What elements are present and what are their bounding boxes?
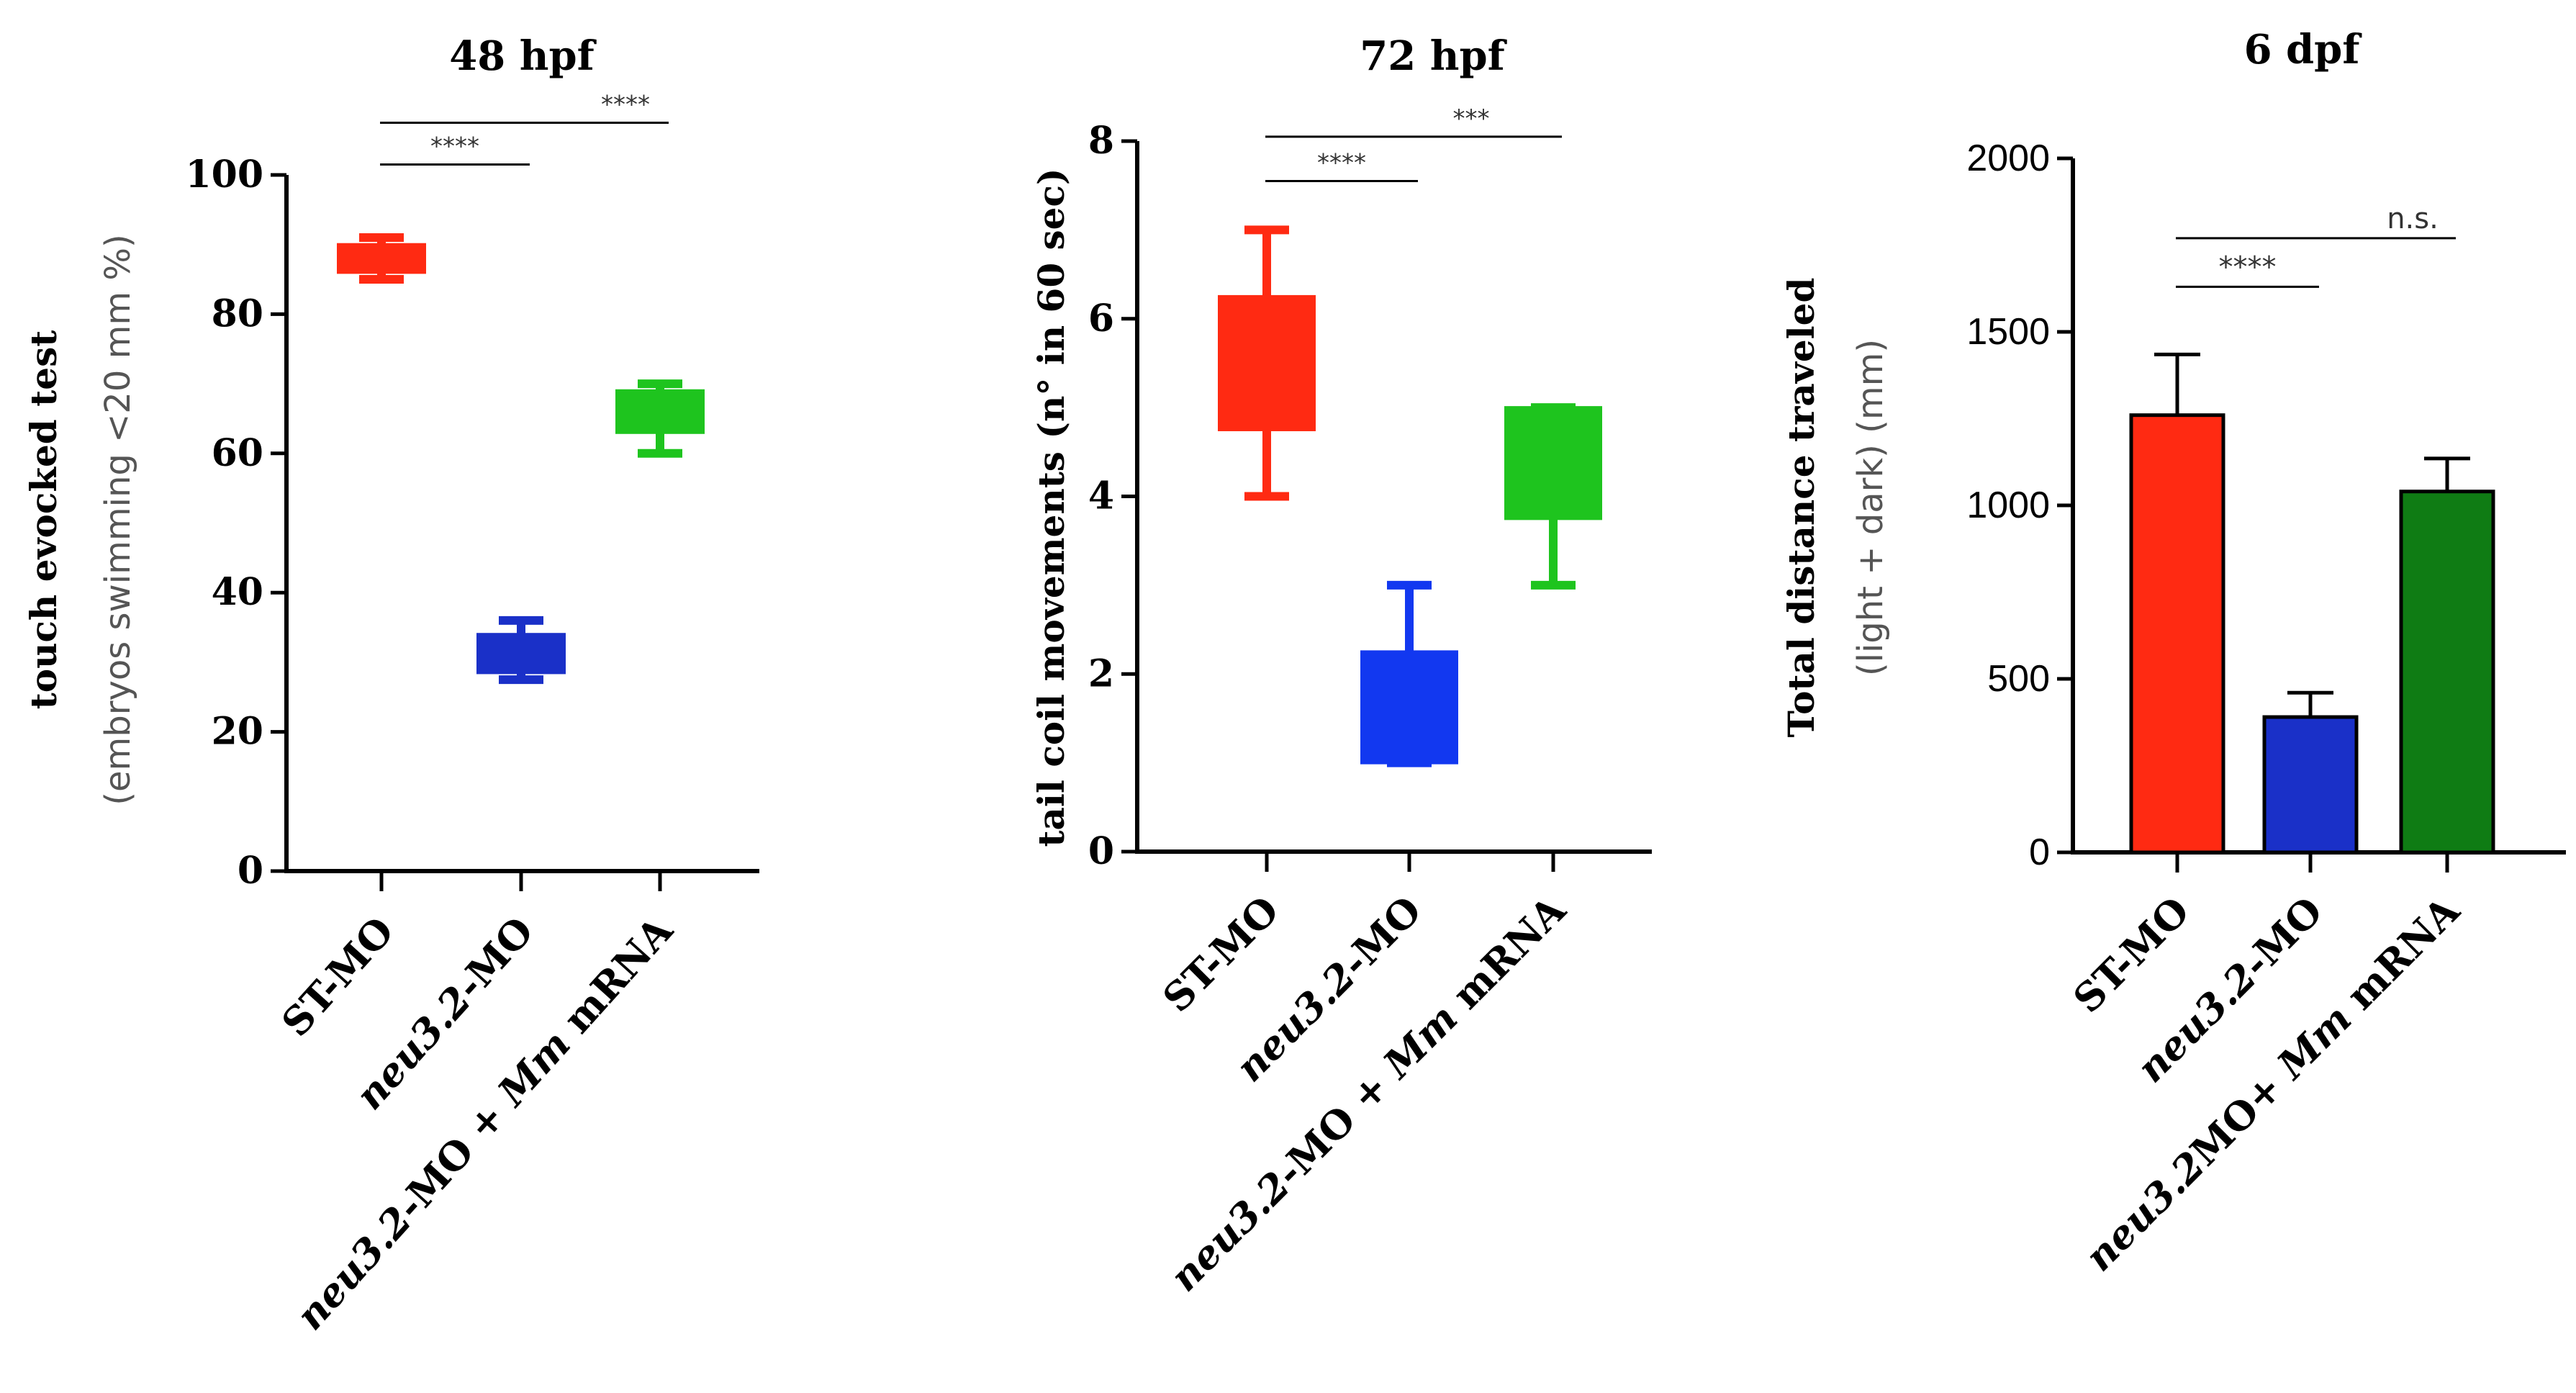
significance-label: **** — [1317, 149, 1366, 178]
y-tick-label: 80 — [212, 292, 263, 335]
significance-label: **** — [430, 132, 479, 161]
significance-label: **** — [601, 90, 650, 119]
bar — [2129, 413, 2225, 855]
y-tick-label: 0 — [238, 849, 263, 893]
y-axis-sublabel: (embryos swimming <20 mm %) — [98, 234, 138, 806]
y-tick-label: 6 — [1088, 297, 1114, 341]
significance-label: **** — [2219, 251, 2277, 284]
x-tick-label: ST-MO — [2064, 888, 2198, 1022]
y-tick-label: 0 — [1088, 829, 1114, 873]
y-axis-label: touch evocked test — [22, 330, 65, 710]
y-axis-sublabel: (light + dark) (mm) — [1850, 339, 1891, 676]
chart-title: 48 hpf — [449, 32, 597, 80]
panel-72hpf: 72 hpf tail coil movements (n° in 60 sec… — [1030, 32, 1652, 1300]
bar — [2399, 490, 2495, 855]
plot-area: 0500100015002000ST-MOneu3.2-MOneu3.2MO+ … — [1966, 138, 2566, 1280]
x-tick-label: ST-MO — [273, 908, 403, 1045]
box — [1504, 406, 1602, 520]
y-tick-label: 2 — [1088, 652, 1114, 695]
box — [1360, 650, 1458, 765]
y-tick-label: 1500 — [1966, 311, 2050, 353]
chart-title: 72 hpf — [1360, 32, 1507, 80]
y-tick-label: 40 — [212, 570, 263, 614]
significance-label: n.s. — [2387, 202, 2439, 235]
y-tick-label: 500 — [1987, 658, 2050, 700]
y-tick-label: 20 — [212, 710, 263, 754]
y-tick-label: 60 — [212, 431, 263, 475]
y-axis-label: tail coil movements (n° in 60 sec) — [1030, 168, 1072, 847]
y-tick-label: 8 — [1088, 119, 1114, 163]
x-tick-label: ST-MO — [1154, 887, 1288, 1021]
y-tick-label: 0 — [2029, 831, 2050, 873]
y-axis-label: Total distance traveled — [1780, 278, 1822, 738]
y-tick-label: 100 — [185, 153, 263, 197]
y-tick-label: 2000 — [1966, 138, 2050, 179]
panel-6dpf: 6 dpf Total distance traveled (light + d… — [1780, 26, 2566, 1280]
y-tick-label: 4 — [1088, 474, 1114, 518]
panel-48hpf: 48 hpf touch evocked test (embryos swimm… — [22, 32, 759, 1339]
chart-title: 6 dpf — [2244, 26, 2363, 73]
box — [476, 633, 566, 675]
y-tick-label: 1000 — [1966, 484, 2050, 526]
significance-label: *** — [1453, 104, 1490, 133]
bar — [2262, 715, 2359, 855]
